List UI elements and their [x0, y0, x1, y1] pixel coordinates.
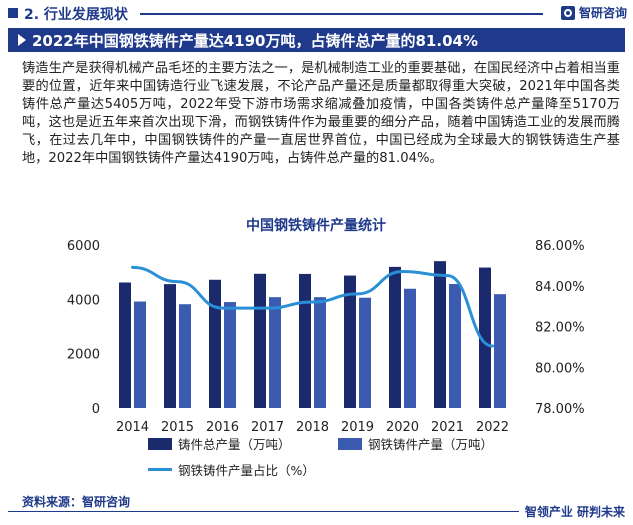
bar-steel-output	[449, 283, 461, 408]
left-axis: 0 2000 4000 6000	[67, 239, 100, 417]
bar-total-output	[209, 279, 221, 408]
left-tick-label: 6000	[67, 239, 100, 254]
right-tick-label: 84.00%	[535, 280, 585, 295]
section-label: 2. 行业发展现状	[24, 7, 128, 23]
x-tick-label: 2016	[206, 420, 239, 435]
x-tick-label: 2022	[476, 420, 509, 435]
legend-item-steel: 钢铁铸件产量（万吨）	[338, 434, 493, 453]
x-tick-label: 2020	[386, 420, 419, 435]
legend-label-share: 钢铁铸件产量占比（%）	[178, 463, 315, 478]
right-tick-label: 80.00%	[535, 361, 585, 376]
x-tick-label: 2014	[116, 420, 149, 435]
brand-name: 智研咨询	[578, 6, 627, 20]
bar-total-output	[389, 266, 401, 408]
legend-item-share: 钢铁铸件产量占比（%）	[148, 460, 315, 479]
left-tick-label: 4000	[67, 293, 100, 308]
bar-steel-output	[224, 302, 236, 408]
right-tick-label: 86.00%	[535, 239, 585, 254]
bar-steel-output	[269, 297, 281, 408]
bar-total-output	[254, 273, 266, 408]
legend-label-total: 铸件总产量（万吨）	[178, 437, 291, 452]
bar-series	[119, 261, 506, 408]
bar-steel-output	[359, 297, 371, 408]
bar-steel-output	[494, 294, 506, 408]
brand-logo-icon	[560, 5, 575, 20]
legend-swatch-total	[148, 437, 172, 450]
bar-total-output	[479, 267, 491, 408]
bar-total-output	[164, 284, 176, 408]
x-tick-label: 2019	[341, 420, 374, 435]
body-paragraph: 铸造生产是获得机械产品毛坯的主要方法之一，是机械制造工业的重要基础，在国民经济中…	[22, 61, 620, 166]
bar-steel-output	[404, 288, 416, 408]
chart-title: 中国钢铁铸件产量统计	[246, 217, 386, 234]
bar-total-output	[434, 261, 446, 408]
data-source: 资料来源：智研咨询	[22, 495, 131, 509]
bar-total-output	[119, 282, 131, 408]
x-tick-label: 2018	[296, 420, 329, 435]
footer-divider	[8, 511, 625, 512]
title-banner: 2022年中国钢铁铸件产量达4190万吨，占铸件总产量的81.04%	[8, 28, 625, 52]
x-tick-label: 2015	[161, 420, 194, 435]
section-divider	[140, 13, 543, 15]
left-tick-label: 2000	[67, 348, 100, 363]
bar-steel-output	[134, 301, 146, 408]
legend-line-share	[148, 468, 172, 471]
right-axis: 78.00% 80.00% 82.00% 84.00% 86.00%	[535, 239, 585, 417]
x-axis: 2014 2015 2016 2017 2018 2019 2020 2021 2022	[116, 420, 509, 435]
share-line	[131, 265, 494, 348]
legend-swatch-steel	[338, 437, 362, 450]
legend-item-total: 铸件总产量（万吨）	[148, 434, 291, 453]
x-tick-label: 2021	[431, 420, 464, 435]
line-series	[131, 265, 494, 348]
footer-slogan: 智领产业 研判未来	[518, 503, 625, 520]
legend-label-steel: 钢铁铸件产量（万吨）	[368, 437, 494, 452]
banner-title: 2022年中国钢铁铸件产量达4190万吨，占铸件总产量的81.04%	[32, 32, 478, 50]
brand: 智研咨询	[560, 4, 627, 21]
section-marker-icon	[8, 8, 18, 18]
bar-steel-output	[179, 304, 191, 408]
right-tick-label: 78.00%	[535, 402, 585, 417]
bar-total-output	[299, 273, 311, 408]
right-tick-label: 82.00%	[535, 321, 585, 336]
left-tick-label: 0	[92, 402, 100, 417]
play-arrow-icon	[18, 34, 26, 46]
bar-total-output	[344, 275, 356, 408]
x-tick-label: 2017	[251, 420, 284, 435]
bar-steel-output	[314, 297, 326, 408]
section-header: 2. 行业发展现状 智研咨询	[0, 0, 633, 26]
